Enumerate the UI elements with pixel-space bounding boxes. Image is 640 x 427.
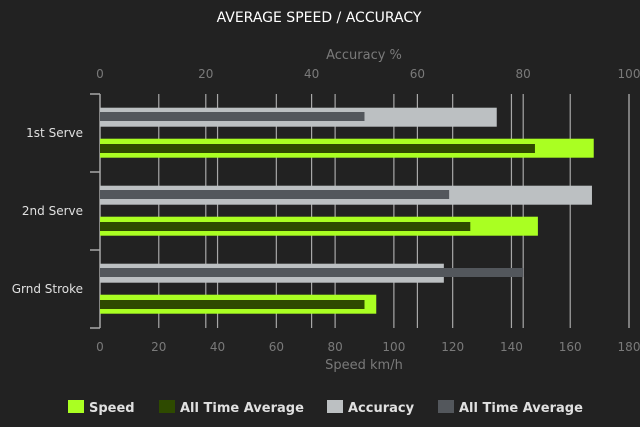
category-label: 2nd Serve xyxy=(22,204,83,218)
speed-average-bar xyxy=(100,222,471,231)
speed-average-bar xyxy=(100,144,535,153)
legend-swatch xyxy=(68,400,84,413)
category-label: Grnd Stroke xyxy=(12,282,83,296)
legend: Speed All Time Average Accuracy All Time Av… xyxy=(68,400,583,416)
legend-swatch xyxy=(159,400,175,413)
accuracy-average-bar xyxy=(100,112,365,121)
speed-tick-label: 180 xyxy=(618,340,640,354)
legend-label: All Time Average xyxy=(180,401,304,416)
speed-tick-label: 60 xyxy=(269,340,284,354)
accuracy-tick-label: 20 xyxy=(198,67,213,81)
accuracy-average-bar xyxy=(100,268,524,277)
chart-title: AVERAGE SPEED / ACCURACY xyxy=(217,10,422,26)
accuracy-tick-label: 80 xyxy=(516,67,531,81)
legend-label: Speed xyxy=(89,401,135,416)
accuracy-tick-label: 0 xyxy=(96,67,104,81)
speed-tick-label: 20 xyxy=(151,340,166,354)
accuracy-tick-label: 100 xyxy=(618,67,640,81)
speed-tick-label: 160 xyxy=(559,340,582,354)
speed-tick-label: 40 xyxy=(210,340,225,354)
legend-label: Accuracy xyxy=(348,401,415,416)
speed-tick-label: 120 xyxy=(441,340,464,354)
speed-tick-label: 0 xyxy=(96,340,104,354)
legend-swatch xyxy=(327,400,343,413)
speed-tick-label: 80 xyxy=(327,340,342,354)
legend-swatch xyxy=(438,400,454,413)
accuracy-tick-label: 40 xyxy=(304,67,319,81)
accuracy-average-bar xyxy=(100,190,450,199)
speed-tick-label: 140 xyxy=(500,340,523,354)
speed-average-bar xyxy=(100,300,365,309)
top-axis-label: Accuracy % xyxy=(326,48,402,63)
speed-tick-label: 100 xyxy=(382,340,405,354)
legend-label: All Time Average xyxy=(459,401,583,416)
bottom-axis-label: Speed km/h xyxy=(325,358,403,373)
accuracy-tick-label: 60 xyxy=(410,67,425,81)
category-label: 1st Serve xyxy=(26,126,83,140)
